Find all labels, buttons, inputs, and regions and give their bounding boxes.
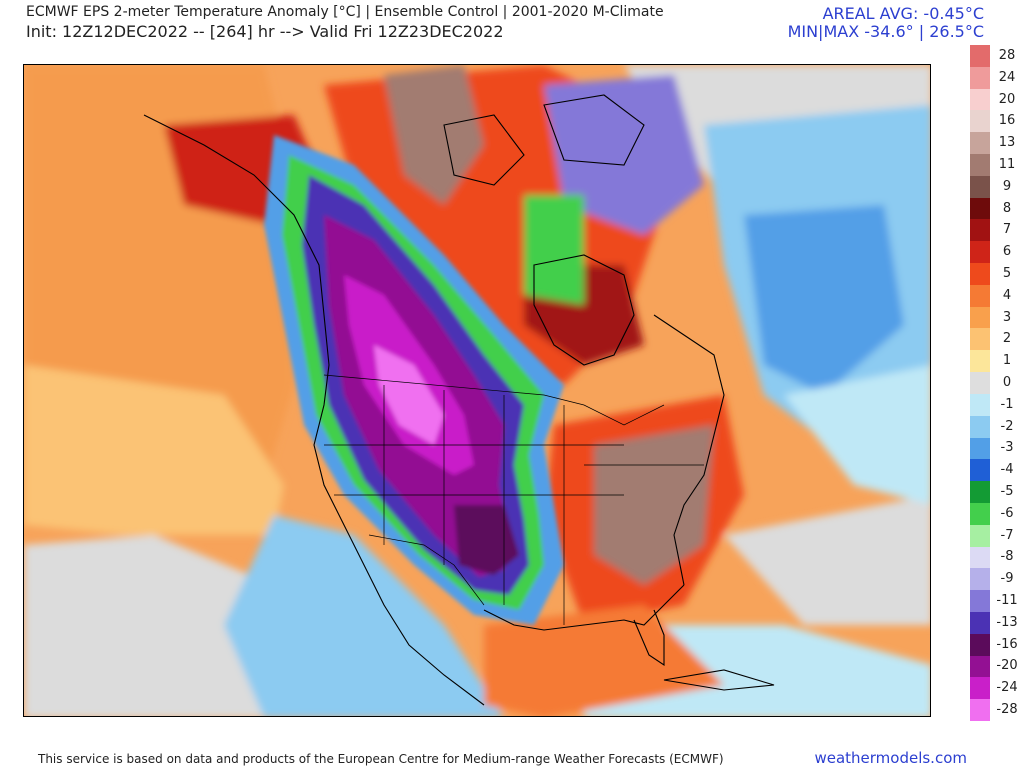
legend-label: -13 — [996, 614, 1018, 630]
legend-label: 20 — [998, 91, 1016, 107]
min-max-readout: MIN|MAX -34.6° | 26.5°C — [787, 22, 984, 41]
map-title: ECMWF EPS 2-meter Temperature Anomaly [°… — [26, 4, 664, 20]
mexico-warm — [484, 605, 724, 716]
mild-pacific — [24, 365, 284, 535]
legend-label: -5 — [1000, 484, 1014, 500]
legend-swatch — [970, 393, 990, 417]
legend-swatch — [970, 481, 990, 504]
legend-swatch — [970, 655, 990, 678]
legend-swatch — [970, 437, 990, 460]
legend-swatch — [970, 546, 990, 569]
legend-swatch — [970, 633, 990, 657]
legend-swatch — [970, 88, 990, 111]
legend-swatch — [970, 175, 990, 199]
coastlines — [143, 94, 775, 706]
legend-label: 8 — [1002, 200, 1012, 216]
legend-label: -1 — [1000, 396, 1014, 412]
temperature-anomaly-map — [23, 64, 931, 717]
legend-swatch — [970, 502, 990, 526]
legend-label: -2 — [1000, 418, 1014, 434]
legend-swatch — [970, 415, 990, 438]
legend-swatch — [970, 284, 990, 308]
legend-swatch — [970, 110, 990, 133]
legend-label: -4 — [1000, 462, 1014, 478]
legend-label: 11 — [998, 156, 1016, 172]
legend-label: 24 — [998, 69, 1016, 85]
green-canada-arctic — [524, 195, 584, 305]
legend-label: 28 — [998, 47, 1016, 63]
legend-label: -6 — [1000, 505, 1014, 521]
arctic-islands-outline — [443, 94, 645, 186]
legend-label: -8 — [1000, 549, 1014, 565]
legend-swatch — [970, 328, 990, 351]
legend-swatch — [970, 524, 990, 548]
legend-label: 16 — [998, 113, 1016, 129]
west-coast-outline — [143, 114, 485, 706]
legend-swatch — [970, 241, 990, 264]
legend-swatch — [970, 677, 990, 700]
legend-swatch — [970, 219, 990, 242]
legend-label: -24 — [996, 680, 1018, 696]
legend-label: 2 — [1002, 331, 1012, 347]
gulf-coast-outline — [483, 584, 685, 631]
east-coast-outline — [653, 314, 725, 586]
legend-label: 7 — [1002, 222, 1012, 238]
atlantic-light — [784, 365, 930, 505]
legend-swatch — [970, 372, 990, 395]
site-link[interactable]: weathermodels.com — [814, 749, 967, 767]
cold-atlantic-core — [744, 205, 904, 395]
legend-label: -20 — [996, 658, 1018, 674]
legend-label: 4 — [1002, 287, 1012, 303]
legend-swatch — [970, 197, 990, 220]
legend-swatch — [970, 611, 990, 635]
legend-label: 6 — [1002, 244, 1012, 260]
legend-label: -28 — [996, 702, 1018, 718]
data-credit: This service is based on data and produc… — [38, 752, 724, 766]
cold-core-deep — [454, 505, 519, 575]
legend-swatch — [970, 350, 990, 373]
init-valid-line: Init: 12Z12DEC2022 -- [264] hr --> Valid… — [26, 22, 504, 41]
cold-core-pink — [374, 345, 444, 445]
legend-swatch — [970, 132, 990, 155]
legend-label: -11 — [996, 593, 1018, 609]
legend-swatch — [970, 154, 990, 177]
legend-label: 1 — [1002, 353, 1012, 369]
very-warm-arctic — [384, 65, 484, 205]
legend-swatch — [970, 66, 990, 90]
legend-swatch — [970, 45, 990, 68]
hudson-bay-outline — [533, 254, 635, 366]
legend-swatch — [970, 568, 990, 591]
legend-swatch — [970, 306, 990, 329]
color-scale-legend: 28 24 20 16 13 11 9 8 7 6 5 4 3 2 1 0 -1 -2 -3 -4 -5 -6 -7 -8 -9… — [966, 45, 1024, 722]
legend-label: -3 — [1000, 440, 1014, 456]
florida-outline — [633, 609, 665, 667]
legend-label: 5 — [1002, 265, 1012, 281]
areal-average: AREAL AVG: -0.45°C — [822, 4, 984, 23]
legend-label: -7 — [1000, 527, 1014, 543]
legend-label: 3 — [1002, 309, 1012, 325]
legend-label: -9 — [1000, 571, 1014, 587]
legend-swatch — [970, 263, 990, 286]
state-lines — [324, 385, 704, 625]
borders — [323, 374, 704, 625]
us-canada-border — [323, 374, 665, 426]
legend-swatch — [970, 590, 990, 613]
neutral-zone-southeast — [724, 495, 930, 625]
map-graphic — [24, 65, 930, 716]
legend-swatch — [970, 699, 990, 722]
legend-swatch — [970, 459, 990, 482]
legend-label: -16 — [996, 636, 1018, 652]
legend-label: 9 — [1002, 178, 1012, 194]
legend-label: 0 — [1002, 375, 1012, 390]
cuba-outline — [663, 669, 775, 691]
us-mexico-border — [368, 534, 485, 606]
legend-label: 13 — [998, 135, 1016, 151]
